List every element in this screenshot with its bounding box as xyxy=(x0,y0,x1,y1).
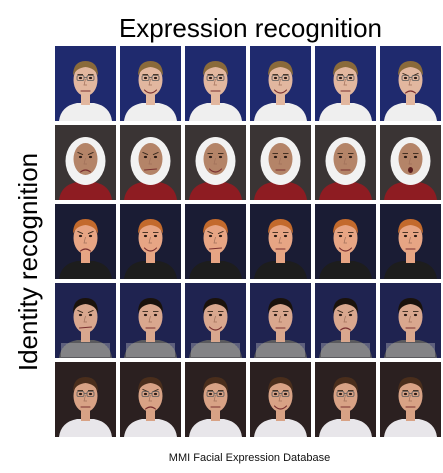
face-image-r5-c3 xyxy=(185,362,246,437)
face-image-r2-c3 xyxy=(185,125,246,200)
face-image-r2-c1 xyxy=(55,125,116,200)
face-image-r1-c5 xyxy=(315,46,376,121)
face-image-r2-c2 xyxy=(120,125,181,200)
identity-recognition-label: Identity recognition xyxy=(13,152,43,372)
face-image-r5-c1 xyxy=(55,362,116,437)
face-image-r2-c4 xyxy=(250,125,311,200)
face-image-r1-c6 xyxy=(380,46,441,121)
face-image-r3-c3 xyxy=(185,204,246,279)
face-image-r5-c6 xyxy=(380,362,441,437)
face-image-r2-c5 xyxy=(315,125,376,200)
face-image-r5-c5 xyxy=(315,362,376,437)
face-image-r3-c5 xyxy=(315,204,376,279)
expression-recognition-label: Expression recognition xyxy=(118,13,383,43)
face-image-grid xyxy=(55,46,441,437)
face-image-r1-c4 xyxy=(250,46,311,121)
face-image-r3-c2 xyxy=(120,204,181,279)
face-image-r3-c6 xyxy=(380,204,441,279)
face-image-r4-c6 xyxy=(380,283,441,358)
face-image-r1-c3 xyxy=(185,46,246,121)
face-image-r4-c3 xyxy=(185,283,246,358)
face-image-r4-c4 xyxy=(250,283,311,358)
face-image-r5-c2 xyxy=(120,362,181,437)
face-image-r4-c5 xyxy=(315,283,376,358)
face-image-r5-c4 xyxy=(250,362,311,437)
face-image-r3-c1 xyxy=(55,204,116,279)
database-caption: MMI Facial Expression Database xyxy=(168,452,331,464)
face-image-r3-c4 xyxy=(250,204,311,279)
face-image-r4-c2 xyxy=(120,283,181,358)
face-image-r1-c2 xyxy=(120,46,181,121)
face-image-r4-c1 xyxy=(55,283,116,358)
face-image-r1-c1 xyxy=(55,46,116,121)
face-image-r2-c6 xyxy=(380,125,441,200)
